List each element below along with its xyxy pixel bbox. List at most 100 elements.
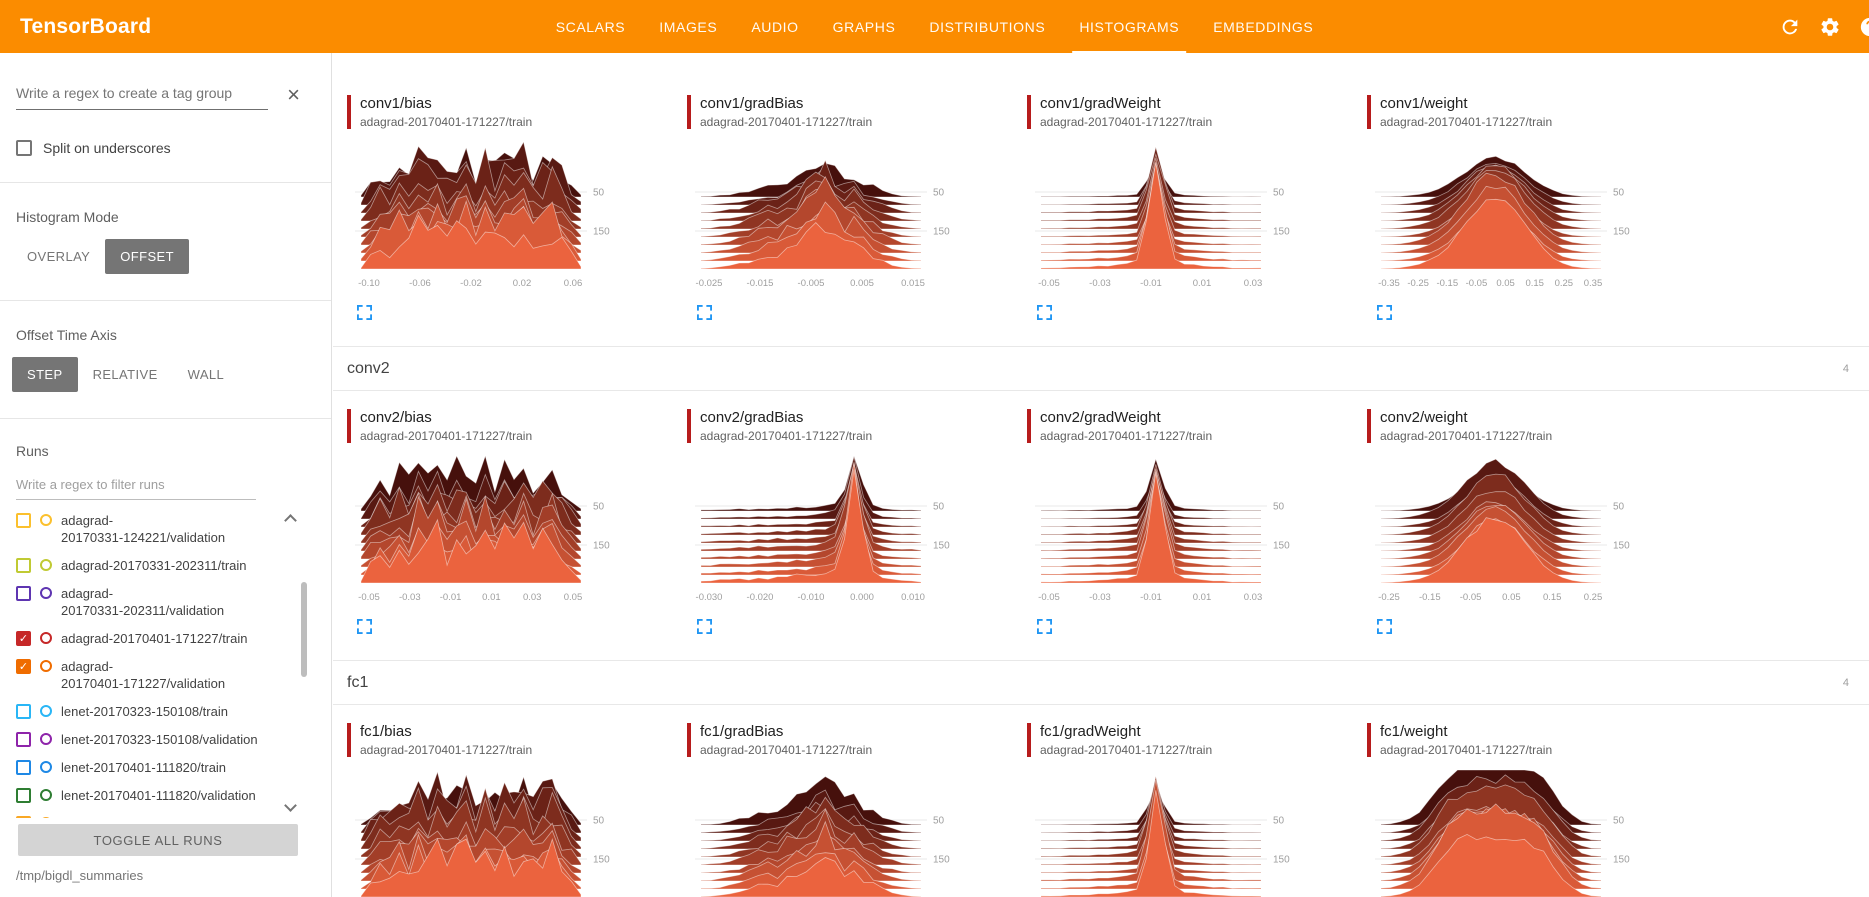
svg-text:150: 150 bbox=[593, 855, 610, 866]
tab-scalars[interactable]: SCALARS bbox=[555, 18, 626, 35]
run-item[interactable]: lenet-20170323-150108/validation bbox=[16, 731, 283, 748]
expand-icon bbox=[1037, 305, 1052, 320]
category-header-fc1[interactable]: fc1 4 bbox=[333, 660, 1869, 705]
card-header: conv2/gradWeight adagrad-20170401-171227/… bbox=[1027, 409, 1367, 443]
category-title: fc1 bbox=[347, 673, 369, 691]
relative-button[interactable]: RELATIVE bbox=[78, 357, 173, 392]
close-icon[interactable]: × bbox=[287, 82, 300, 107]
run-label: adagrad- 20170331-124221/validation bbox=[61, 513, 226, 545]
overlay-button[interactable]: OVERLAY bbox=[12, 239, 105, 274]
run-checkbox[interactable] bbox=[16, 816, 31, 818]
help-icon[interactable] bbox=[1859, 16, 1869, 38]
histogram-card: conv1/gradWeight adagrad-20170401-171227/… bbox=[1027, 95, 1367, 330]
run-item[interactable]: adagrad- 20170331-202311/validation bbox=[16, 585, 283, 619]
svg-text:0.05: 0.05 bbox=[1496, 278, 1515, 289]
svg-text:50: 50 bbox=[1273, 502, 1285, 513]
run-item[interactable]: lenet-20170323-150108/train bbox=[16, 703, 283, 720]
svg-text:-0.10: -0.10 bbox=[358, 278, 380, 289]
run-checkbox[interactable] bbox=[16, 513, 31, 528]
expand-chart-button[interactable] bbox=[697, 619, 712, 634]
run-checkbox[interactable]: ✓ bbox=[16, 631, 31, 646]
tab-embeddings[interactable]: EMBEDDINGS bbox=[1213, 18, 1314, 35]
histogram-chart: 50 150 bbox=[695, 776, 950, 897]
expand-chart-button[interactable] bbox=[1377, 619, 1392, 634]
settings-gear-icon[interactable] bbox=[1819, 16, 1841, 38]
run-color-circle[interactable] bbox=[40, 632, 52, 644]
wall-button[interactable]: WALL bbox=[173, 357, 240, 392]
run-color-circle[interactable] bbox=[40, 514, 52, 526]
offset-button[interactable]: OFFSET bbox=[105, 239, 189, 274]
run-checkbox[interactable] bbox=[16, 732, 31, 747]
tab-audio[interactable]: AUDIO bbox=[751, 18, 799, 35]
run-item[interactable]: ✓ adagrad-20170401-171227/train bbox=[16, 630, 283, 647]
run-checkbox[interactable] bbox=[16, 704, 31, 719]
expand-chart-button[interactable] bbox=[697, 305, 712, 320]
step-button[interactable]: STEP bbox=[12, 357, 78, 392]
card-run-name: adagrad-20170401-171227/train bbox=[1040, 115, 1213, 129]
run-item[interactable]: adagrad-20170331-202311/train bbox=[16, 557, 283, 574]
toggle-all-runs-button[interactable]: TOGGLE ALL RUNS bbox=[18, 824, 298, 856]
category-pane-conv2: conv2 4 conv2/bias adagrad-20170401-171227/… bbox=[333, 346, 1869, 660]
run-color-circle[interactable] bbox=[40, 733, 52, 745]
card-header: fc1/gradWeight adagrad-20170401-171227/tr… bbox=[1027, 723, 1367, 757]
card-row: fc1/bias adagrad-20170401-171227/train 50 1… bbox=[333, 705, 1869, 897]
expand-chart-button[interactable] bbox=[1037, 305, 1052, 320]
svg-text:150: 150 bbox=[1613, 855, 1630, 866]
svg-text:-0.010: -0.010 bbox=[798, 592, 825, 603]
histogram-chart: 50 150 -0.05 -0.03 -0.01 0.01 0.03 0.05 bbox=[355, 454, 610, 603]
card-run-name: adagrad-20170401-171227/train bbox=[700, 743, 873, 757]
run-checkbox[interactable] bbox=[16, 788, 31, 803]
split-underscores-checkbox[interactable] bbox=[16, 140, 32, 156]
run-label: lenet-20170323-150108/validation bbox=[61, 732, 258, 747]
histogram-chart: 50 150 -0.05 -0.03 -0.01 0.01 0.03 bbox=[1035, 146, 1290, 289]
svg-text:0.03: 0.03 bbox=[523, 592, 542, 603]
app-title: TensorBoard bbox=[20, 14, 152, 38]
svg-text:50: 50 bbox=[593, 188, 605, 199]
sections: conv1/bias adagrad-20170401-171227/train 5… bbox=[333, 53, 1869, 897]
runs-scrollbar[interactable] bbox=[301, 582, 307, 678]
runs-filter-input[interactable] bbox=[16, 475, 256, 500]
run-checkbox[interactable] bbox=[16, 760, 31, 775]
expand-chart-button[interactable] bbox=[357, 305, 372, 320]
tab-histograms[interactable]: HISTOGRAMS bbox=[1062, 0, 1196, 53]
card-header: conv1/bias adagrad-20170401-171227/train bbox=[347, 95, 687, 129]
run-checkbox[interactable] bbox=[16, 586, 31, 601]
card-run-name: adagrad-20170401-171227/train bbox=[360, 115, 533, 129]
run-color-circle[interactable] bbox=[40, 705, 52, 717]
run-item[interactable]: lenet-20170401-112317/train bbox=[16, 815, 283, 818]
run-color-circle[interactable] bbox=[40, 559, 52, 571]
histogram-card: conv2/bias adagrad-20170401-171227/train 5… bbox=[347, 409, 687, 644]
run-checkbox[interactable]: ✓ bbox=[16, 659, 31, 674]
run-color-circle[interactable] bbox=[40, 761, 52, 773]
run-item[interactable]: lenet-20170401-111820/validation bbox=[16, 787, 283, 804]
run-checkbox[interactable] bbox=[16, 558, 31, 573]
run-item[interactable]: lenet-20170401-111820/train bbox=[16, 759, 283, 776]
svg-text:-0.35: -0.35 bbox=[1378, 278, 1400, 289]
histogram-card: fc1/weight adagrad-20170401-171227/train 5… bbox=[1367, 723, 1707, 897]
tag-color-bar bbox=[1027, 95, 1031, 129]
tag-filter-input[interactable] bbox=[16, 83, 268, 110]
tab-graphs[interactable]: GRAPHS bbox=[832, 18, 896, 35]
expand-chart-button[interactable] bbox=[1377, 305, 1392, 320]
run-color-circle[interactable] bbox=[40, 789, 52, 801]
refresh-icon[interactable] bbox=[1779, 16, 1801, 38]
tag-filter-row: × bbox=[16, 83, 300, 110]
tab-distributions[interactable]: DISTRIBUTIONS bbox=[929, 18, 1046, 35]
tag-color-bar bbox=[1367, 723, 1371, 757]
split-underscores-row[interactable]: Split on underscores bbox=[16, 140, 315, 156]
run-label: adagrad-20170331-202311/train bbox=[61, 558, 247, 573]
run-item[interactable]: adagrad- 20170331-124221/validation bbox=[16, 512, 283, 546]
expand-chart-button[interactable] bbox=[1037, 619, 1052, 634]
category-header-conv2[interactable]: conv2 4 bbox=[333, 346, 1869, 391]
tab-images[interactable]: IMAGES bbox=[659, 18, 718, 35]
svg-text:-0.05: -0.05 bbox=[1038, 278, 1060, 289]
run-color-circle[interactable] bbox=[40, 587, 52, 599]
card-run-name: adagrad-20170401-171227/train bbox=[700, 429, 873, 443]
svg-text:0.010: 0.010 bbox=[901, 592, 925, 603]
run-item[interactable]: ✓ adagrad- 20170401-171227/validation bbox=[16, 658, 283, 692]
tag-color-bar bbox=[1367, 95, 1371, 129]
divider bbox=[0, 182, 331, 183]
run-color-circle[interactable] bbox=[40, 817, 52, 818]
expand-chart-button[interactable] bbox=[357, 619, 372, 634]
run-color-circle[interactable] bbox=[40, 660, 52, 672]
